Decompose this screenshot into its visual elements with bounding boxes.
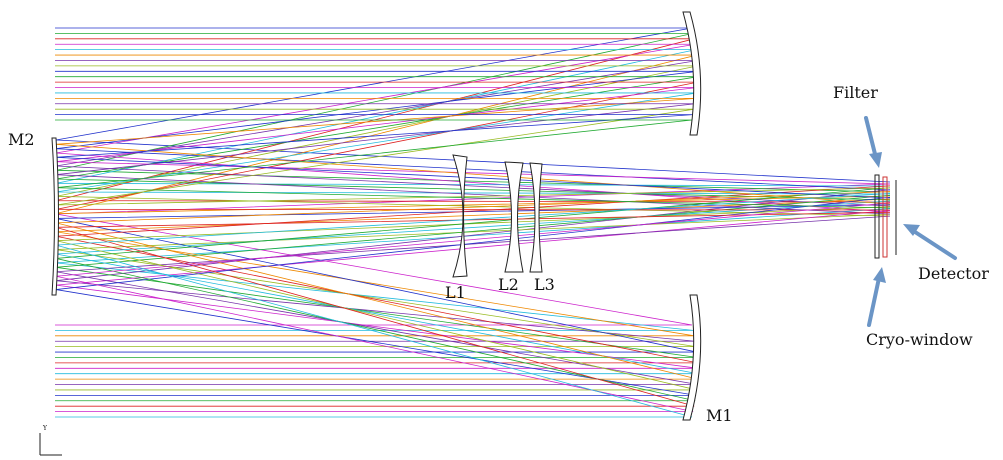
label-m2: M2 [8,130,35,149]
arrow-filter [866,118,876,158]
ray [55,216,890,384]
ray [55,207,890,390]
optical-layout: M2 M1 L1 L2 L3 Filter Detector Cryo-wind… [0,0,1003,460]
mirror-m1-top [683,12,701,135]
arrow-detector [912,230,955,258]
mirror-m2 [52,138,59,295]
arrow-head [873,267,886,283]
arrow-cryo [869,278,879,325]
label-l1: L1 [445,283,466,302]
rays [55,28,890,417]
label-filter: Filter [833,83,878,102]
label-detector: Detector [918,264,989,283]
arrow-head [869,152,882,168]
axis-label: Y [42,425,48,432]
label-l2: L2 [498,275,519,294]
filter [883,177,887,257]
label-m1: M1 [706,406,733,425]
ray [55,212,890,406]
label-cryo-window: Cryo-window [866,330,973,349]
label-l3: L3 [534,275,555,294]
ray [55,214,890,346]
